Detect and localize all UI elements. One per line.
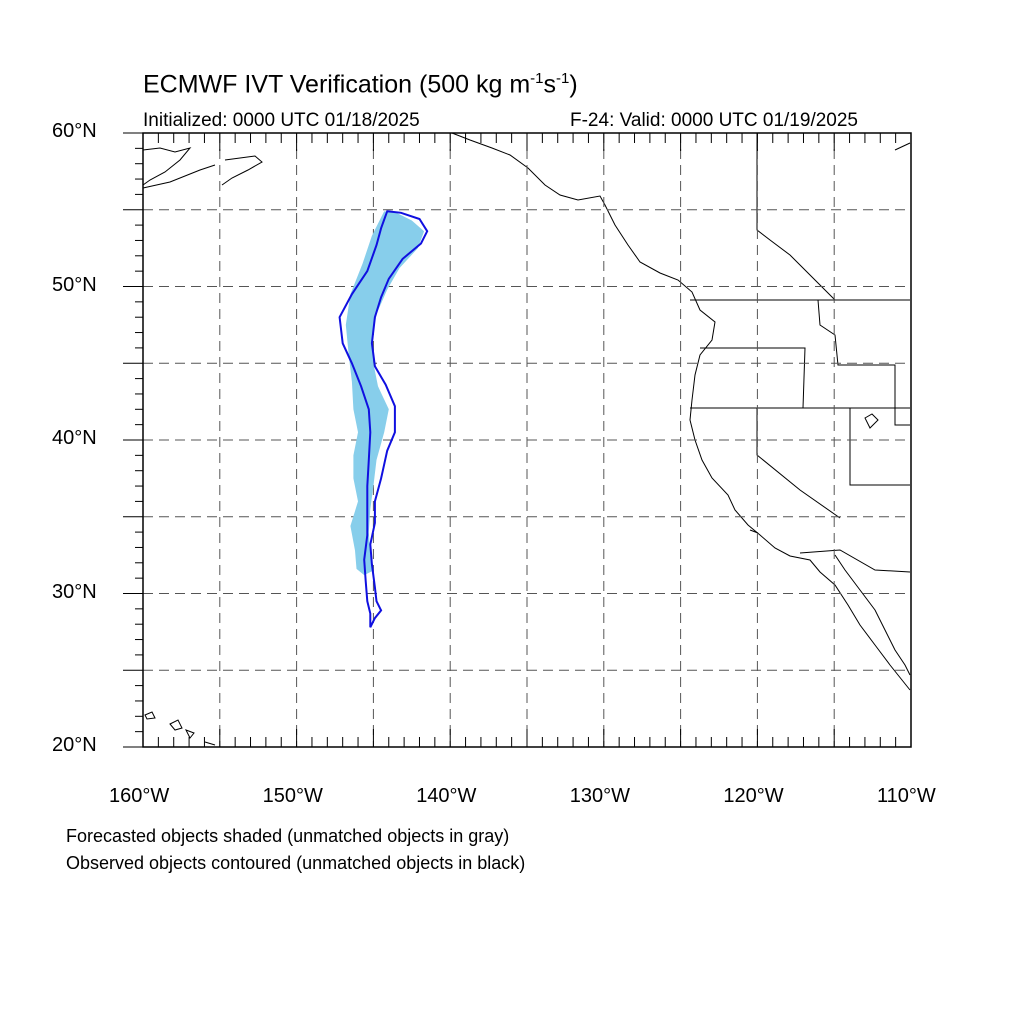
coastline — [142, 132, 911, 746]
lon-label: 110°W — [877, 785, 936, 807]
lat-label: 30°N — [52, 580, 97, 603]
map-canvas — [142, 132, 911, 746]
lon-label: 150°W — [262, 785, 323, 807]
objects-layer — [338, 210, 429, 628]
lon-label: 130°W — [569, 785, 631, 807]
note-observed: Observed objects contoured (unmatched ob… — [66, 853, 526, 873]
lat-label: 60°N — [52, 120, 97, 142]
lat-label: 20°N — [52, 734, 97, 756]
lat-label: 40°N — [52, 427, 97, 449]
lon-label: 120°W — [723, 785, 784, 807]
lon-label: 160°W — [109, 785, 170, 807]
political-borders — [690, 133, 911, 573]
lat-label: 50°N — [52, 273, 97, 296]
observed-object — [338, 210, 429, 628]
lon-label: 140°W — [416, 785, 477, 807]
chart-title: ECMWF IVT Verification (500 kg m-1s-1) — [143, 70, 578, 99]
forecast-object — [345, 211, 425, 576]
valid-label: F-24: Valid: 0000 UTC 01/19/2025 — [570, 110, 858, 131]
note-forecast: Forecasted objects shaded (unmatched obj… — [66, 826, 510, 846]
graticule — [143, 133, 911, 747]
init-label: Initialized: 0000 UTC 01/18/2025 — [143, 110, 420, 131]
axis-ticks — [123, 132, 912, 748]
